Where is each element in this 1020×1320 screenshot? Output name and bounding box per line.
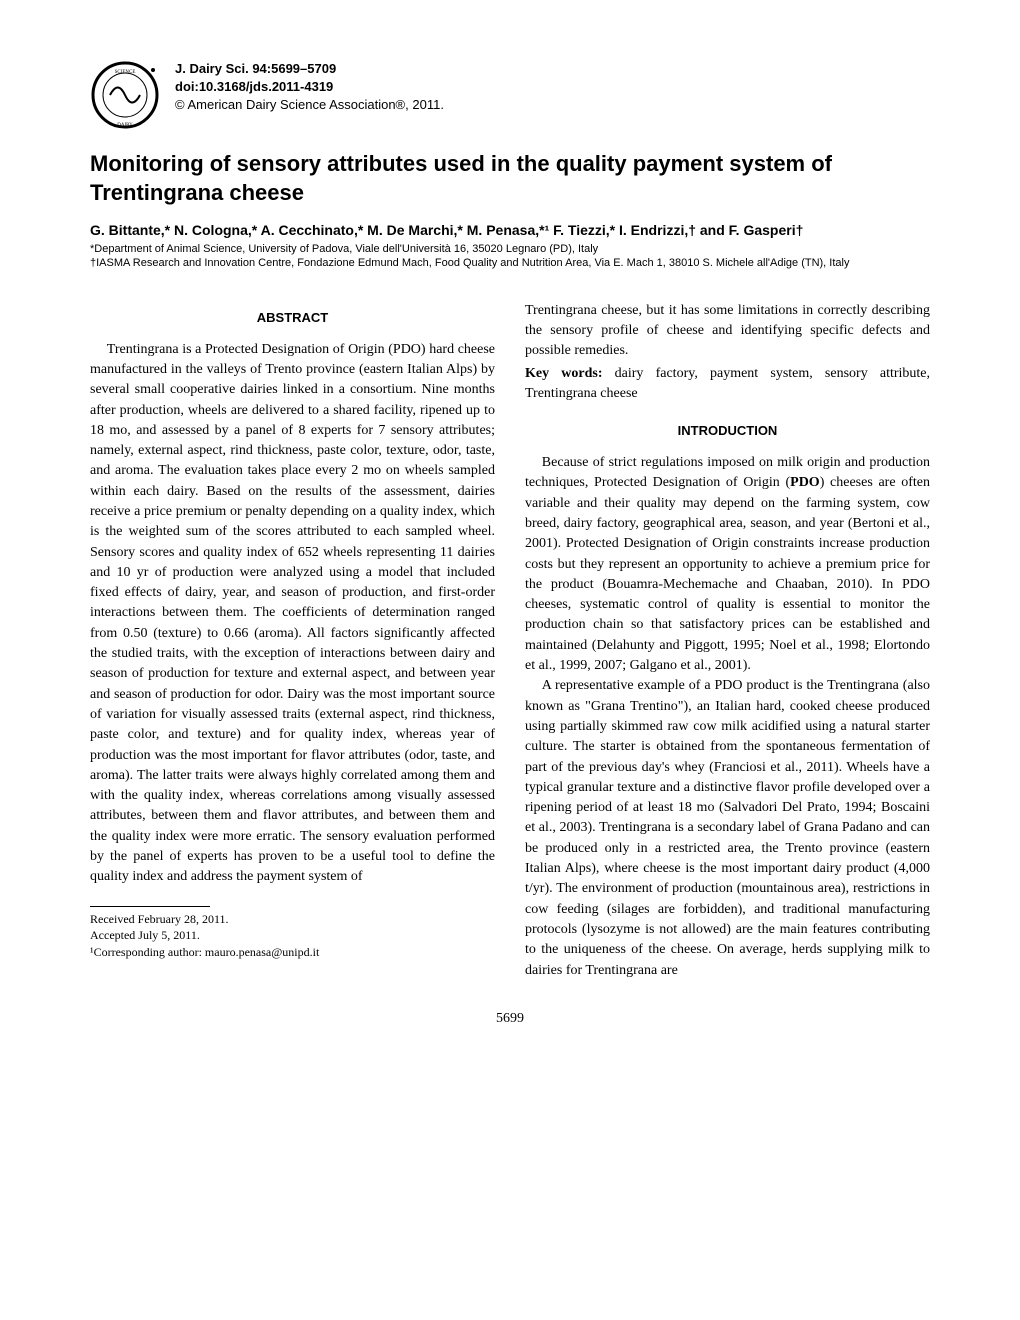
left-column: ABSTRACT Trentingrana is a Protected Des… bbox=[90, 301, 495, 981]
paper-header: SCIENCE DAIRY J. Dairy Sci. 94:5699–5709… bbox=[90, 60, 930, 130]
intro-paragraph: Because of strict regulations imposed on… bbox=[525, 453, 930, 676]
abstract-text: Trentingrana is a Protected Designation … bbox=[90, 340, 495, 888]
two-column-layout: ABSTRACT Trentingrana is a Protected Des… bbox=[90, 301, 930, 981]
journal-citation: J. Dairy Sci. 94:5699–5709 bbox=[175, 60, 444, 78]
keywords: Key words: dairy factory, payment system… bbox=[525, 364, 930, 405]
footnote-divider bbox=[90, 906, 210, 907]
svg-text:DAIRY: DAIRY bbox=[117, 123, 133, 128]
svg-text:SCIENCE: SCIENCE bbox=[115, 70, 136, 75]
affiliation-line: †IASMA Research and Innovation Centre, F… bbox=[90, 256, 930, 270]
footnote-received: Received February 28, 2011. bbox=[90, 911, 495, 928]
journal-doi: doi:10.3168/jds.2011-4319 bbox=[175, 78, 444, 96]
keywords-label: Key words: bbox=[525, 366, 603, 381]
journal-info: J. Dairy Sci. 94:5699–5709 doi:10.3168/j… bbox=[175, 60, 444, 115]
right-column: Trentingrana cheese, but it has some lim… bbox=[525, 301, 930, 981]
footnote-corresponding: ¹Corresponding author: mauro.penasa@unip… bbox=[90, 944, 495, 961]
abstract-continuation: Trentingrana cheese, but it has some lim… bbox=[525, 301, 930, 362]
paper-authors: G. Bittante,* N. Cologna,* A. Cecchinato… bbox=[90, 222, 930, 238]
intro-paragraph: A representative example of a PDO produc… bbox=[525, 676, 930, 980]
footnote-accepted: Accepted July 5, 2011. bbox=[90, 927, 495, 944]
affiliation-line: *Department of Animal Science, Universit… bbox=[90, 242, 930, 256]
journal-copyright: © American Dairy Science Association®, 2… bbox=[175, 96, 444, 114]
abstract-heading: ABSTRACT bbox=[90, 309, 495, 328]
footnotes: Received February 28, 2011. Accepted Jul… bbox=[90, 911, 495, 961]
page-number: 5699 bbox=[90, 1011, 930, 1027]
journal-logo-icon: SCIENCE DAIRY bbox=[90, 60, 160, 130]
paper-affiliations: *Department of Animal Science, Universit… bbox=[90, 242, 930, 271]
paper-title: Monitoring of sensory attributes used in… bbox=[90, 150, 930, 207]
introduction-heading: INTRODUCTION bbox=[525, 422, 930, 441]
